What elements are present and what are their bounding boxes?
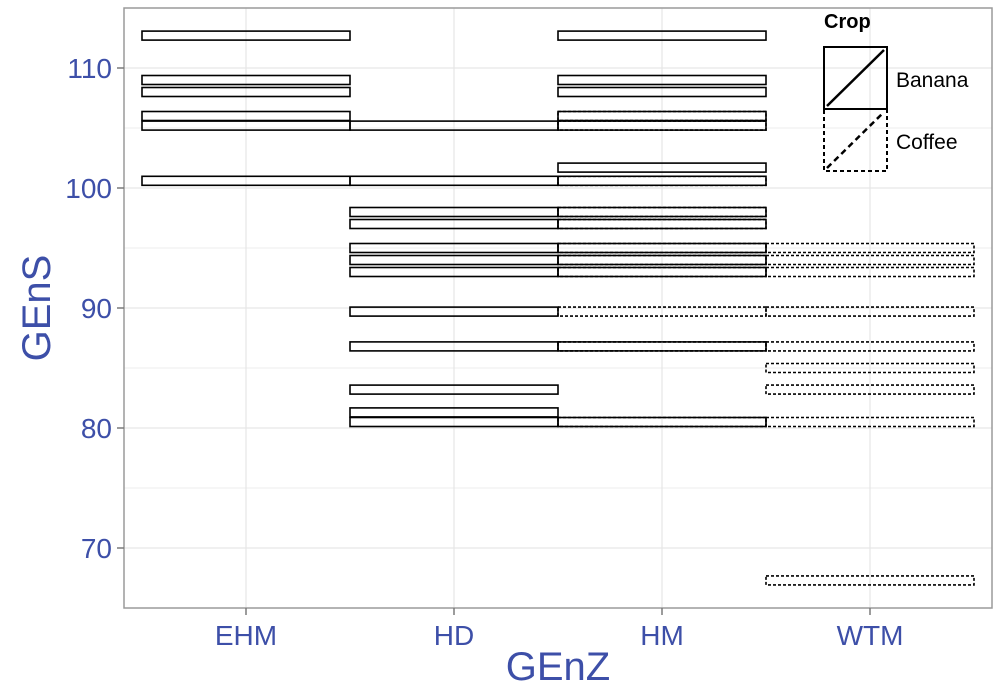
tile-coffee	[557, 110, 767, 122]
tile-coffee	[557, 206, 767, 218]
legend: Crop Banana Coffee	[823, 11, 969, 172]
tile-coffee	[557, 306, 767, 317]
tile-coffee	[557, 218, 767, 230]
y-axis-title: GEnS	[15, 255, 59, 362]
tile-coffee	[765, 242, 975, 254]
x-axis-title: GEnZ	[506, 645, 610, 684]
y-tick-label: 80	[81, 413, 112, 444]
chart-tiles	[141, 30, 975, 586]
tile-banana	[141, 86, 351, 98]
tile-coffee	[765, 416, 975, 428]
tile-banana	[557, 74, 767, 86]
y-tick-label: 90	[81, 293, 112, 324]
tile-coffee	[557, 120, 767, 131]
tile-coffee	[765, 306, 975, 317]
axis-ticks: 70 80 90 100 110 EHM HD HM WTM	[65, 53, 903, 651]
legend-label-banana: Banana	[896, 69, 969, 92]
tile-coffee	[765, 254, 975, 266]
tile-coffee	[765, 384, 975, 395]
x-tick-label: WTM	[837, 620, 904, 651]
legend-key-line	[826, 49, 885, 107]
legend-key-coffee	[823, 108, 888, 172]
tile-banana	[141, 30, 351, 41]
y-tick-label: 110	[67, 53, 112, 84]
legend-key-line	[826, 111, 885, 169]
tile-coffee	[765, 266, 975, 278]
tile-coffee	[557, 266, 767, 278]
y-tick-label: 100	[65, 173, 112, 204]
tile-banana	[557, 162, 767, 173]
tile-coffee	[765, 341, 975, 352]
tile-banana	[349, 306, 559, 317]
tile-banana	[557, 30, 767, 41]
tile-coffee	[557, 254, 767, 266]
legend-title: Crop	[824, 11, 871, 33]
legend-label-coffee: Coffee	[896, 131, 958, 154]
tile-banana	[141, 74, 351, 86]
tile-banana	[349, 384, 559, 395]
x-tick-label: HD	[434, 620, 474, 651]
tile-coffee	[765, 575, 975, 586]
tile-coffee	[557, 175, 767, 187]
x-tick-label: EHM	[215, 620, 277, 651]
x-tick-label: HM	[640, 620, 684, 651]
tile-coffee	[765, 362, 975, 374]
y-tick-label: 70	[81, 533, 112, 564]
tile-coffee	[557, 242, 767, 254]
tile-coffee	[557, 416, 767, 428]
tile-coffee	[557, 341, 767, 352]
tile-banana	[557, 86, 767, 98]
